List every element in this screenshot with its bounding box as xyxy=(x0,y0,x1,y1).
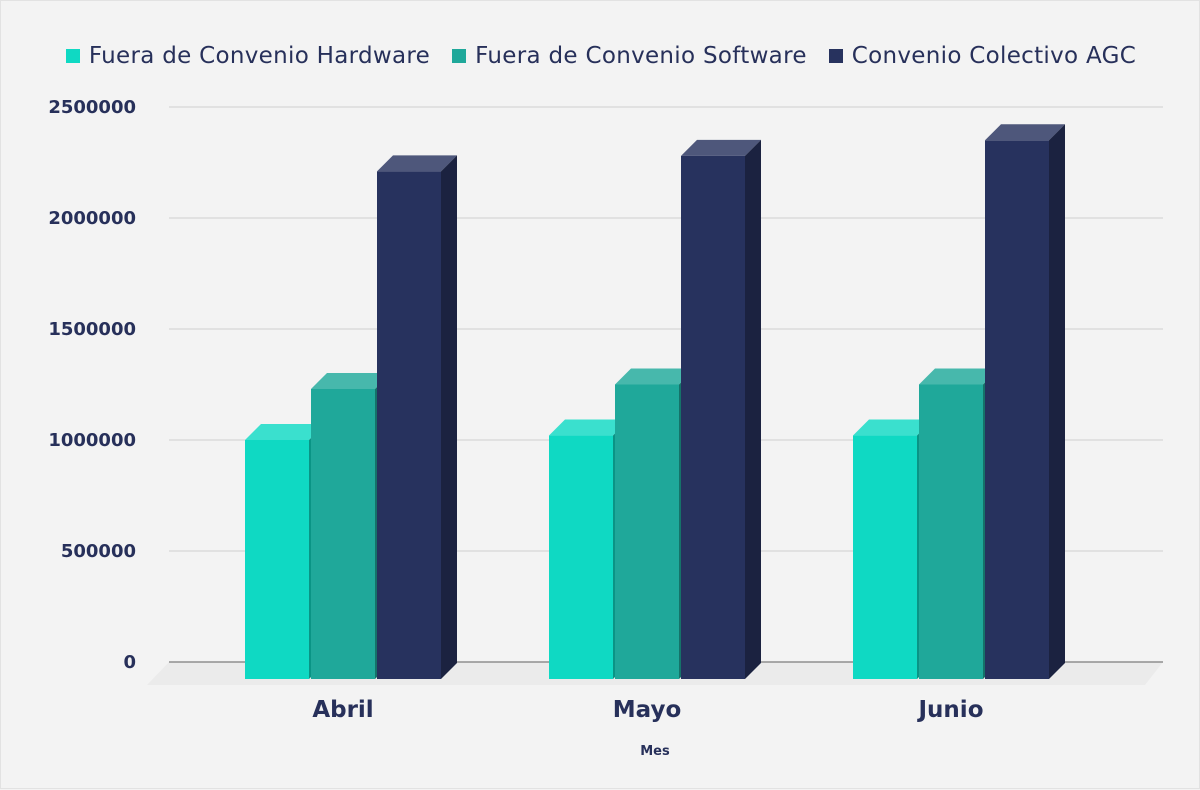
bar-top xyxy=(853,419,933,436)
bar-top xyxy=(549,419,629,436)
chart-legend: Fuera de Convenio Hardware Fuera de Conv… xyxy=(1,39,1200,73)
bar-side xyxy=(745,139,761,680)
bar-front xyxy=(549,435,613,679)
x-axis-ticks: Abril Mayo Junio xyxy=(312,697,983,723)
bar-front xyxy=(245,440,309,679)
x-tick-label: Abril xyxy=(312,697,373,723)
bar xyxy=(377,155,457,679)
legend-label-agc: Convenio Colectivo AGC xyxy=(851,43,1137,69)
legend-swatch-hardware xyxy=(65,49,80,63)
bar-top xyxy=(919,368,999,385)
bar-top xyxy=(377,155,457,172)
bar-front xyxy=(615,384,679,679)
bar-side xyxy=(441,155,457,679)
y-tick-label: 1500000 xyxy=(48,319,136,340)
y-tick-label: 2000000 xyxy=(48,208,136,229)
y-tick-label: 1000000 xyxy=(48,430,136,451)
bar-top xyxy=(615,368,695,385)
legend-item-software: Fuera de Convenio Software xyxy=(452,43,807,69)
bar-top xyxy=(985,124,1065,141)
legend-swatch-software xyxy=(452,49,467,63)
x-axis-label: Mes xyxy=(640,744,670,759)
y-tick-label: 2500000 xyxy=(48,97,136,118)
bar xyxy=(681,139,761,680)
bar-front xyxy=(377,171,441,679)
bar-front xyxy=(681,155,745,680)
bar-top xyxy=(245,424,325,440)
legend-label-software: Fuera de Convenio Software xyxy=(475,43,807,69)
bar-front xyxy=(985,140,1049,680)
bar-front xyxy=(311,388,375,679)
bar-top xyxy=(311,372,391,389)
bar-front xyxy=(919,384,983,679)
bar-front xyxy=(853,435,917,679)
legend-swatch-agc xyxy=(828,49,843,63)
legend-item-hardware: Fuera de Convenio Hardware xyxy=(65,43,431,69)
x-tick-label: Junio xyxy=(917,697,984,723)
bar-top xyxy=(681,139,761,156)
bar-side xyxy=(1049,124,1065,680)
y-tick-label: 500000 xyxy=(61,541,136,562)
legend-item-agc: Convenio Colectivo AGC xyxy=(828,43,1137,69)
legend-label-hardware: Fuera de Convenio Hardware xyxy=(88,43,431,69)
y-axis-ticks: 0 500000 1000000 1500000 2000000 2500000 xyxy=(48,97,136,673)
x-tick-label: Mayo xyxy=(613,697,682,723)
bar xyxy=(985,124,1065,680)
bars xyxy=(245,124,1065,680)
y-tick-label: 0 xyxy=(123,652,136,673)
